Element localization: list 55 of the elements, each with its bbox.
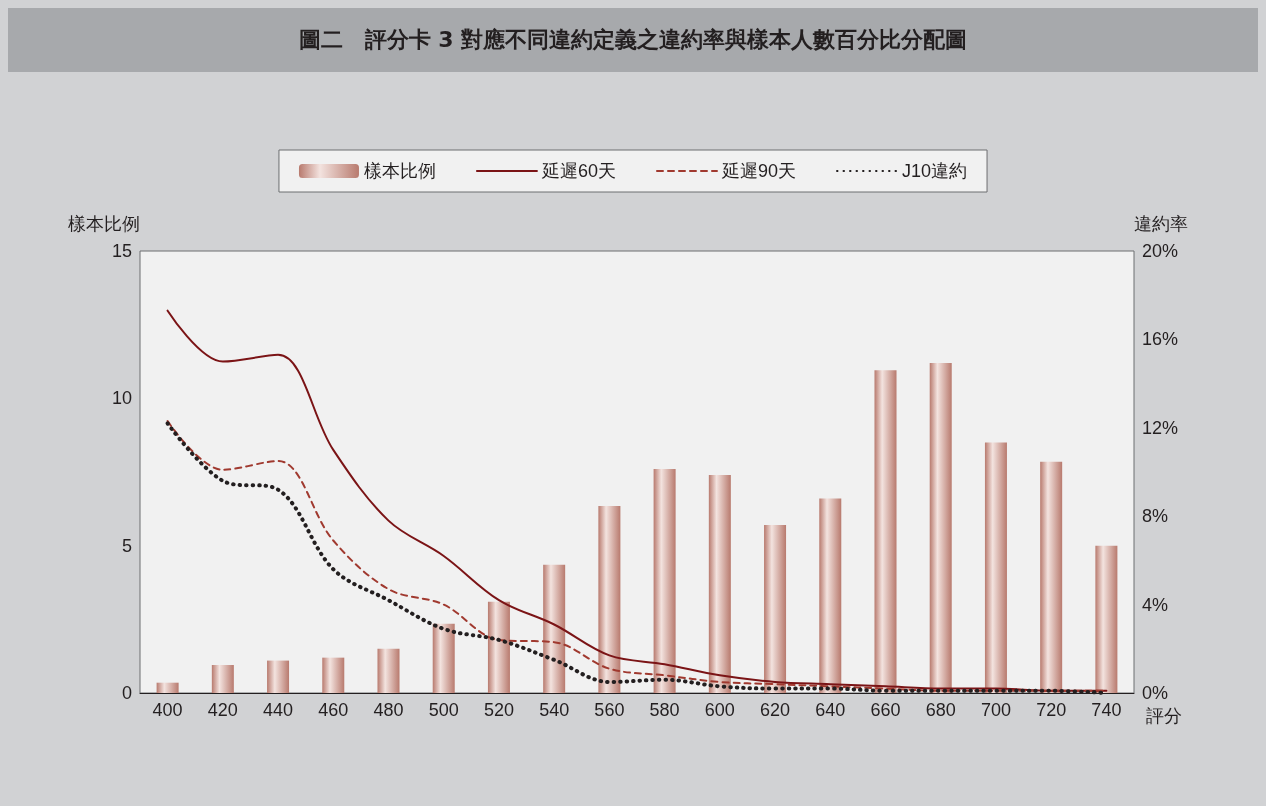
x-tick-label: 500 — [428, 700, 459, 720]
x-tick-label: 440 — [263, 700, 294, 720]
y-tick-label: 0 — [121, 683, 132, 703]
x-tick-label: 560 — [594, 700, 625, 720]
x-tick-label: 400 — [152, 700, 183, 720]
bar — [764, 525, 787, 693]
bar — [929, 362, 952, 693]
bar — [984, 442, 1007, 693]
x-tick-label: 680 — [925, 700, 956, 720]
y2-tick-label: 12% — [1142, 417, 1179, 438]
y2-tick-label: 0% — [1142, 683, 1169, 703]
bar — [1040, 461, 1063, 693]
x-tick-label: 720 — [1036, 700, 1067, 720]
legend-label: 延遲90天 — [720, 161, 797, 181]
chart-title: 圖二 評分卡 3 對應不同違約定義之違約率與樣本人數百分比分配圖 — [8, 8, 1258, 72]
x-tick-label: 620 — [760, 700, 791, 720]
y2-tick-label: 16% — [1142, 329, 1179, 350]
x-tick-label: 660 — [870, 700, 901, 720]
legend-label: 樣本比例 — [363, 161, 436, 181]
x-tick-label: 520 — [483, 700, 514, 720]
legend-label: J10違約 — [902, 161, 968, 181]
bar — [211, 665, 234, 693]
y2-tick-label: 20% — [1142, 241, 1179, 261]
bar — [156, 682, 179, 693]
bar — [322, 657, 345, 693]
bar — [819, 498, 842, 693]
x-axis-title: 評分 — [1146, 706, 1182, 726]
x-tick-label: 420 — [207, 700, 238, 720]
bar — [377, 648, 400, 693]
bar — [432, 623, 455, 693]
bar — [267, 660, 290, 693]
y2-tick-label: 8% — [1142, 506, 1169, 527]
x-tick-label: 700 — [980, 700, 1011, 720]
bar — [653, 469, 676, 693]
bar — [598, 505, 621, 693]
x-tick-label: 600 — [704, 700, 735, 720]
line-series — [166, 309, 1108, 692]
y-tick-label: 10 — [111, 388, 132, 409]
bar — [708, 474, 731, 693]
x-tick-label: 460 — [318, 700, 349, 720]
x-tick-label: 640 — [815, 700, 846, 720]
x-tick-label: 480 — [373, 700, 404, 720]
y2-axis-title: 違約率 — [1134, 214, 1188, 234]
y-axis-title: 樣本比例 — [68, 214, 140, 234]
y2-tick-label: 4% — [1142, 594, 1169, 615]
bar — [487, 601, 510, 693]
bar — [543, 564, 566, 693]
x-tick-label: 740 — [1091, 700, 1122, 720]
legend-label: 延遲60天 — [540, 161, 616, 181]
y-tick-label: 5 — [121, 535, 132, 556]
x-tick-label: 540 — [539, 700, 570, 720]
y-tick-label: 15 — [111, 241, 132, 261]
bar — [1095, 545, 1118, 693]
x-tick-label: 580 — [649, 700, 680, 720]
bar — [874, 370, 897, 693]
